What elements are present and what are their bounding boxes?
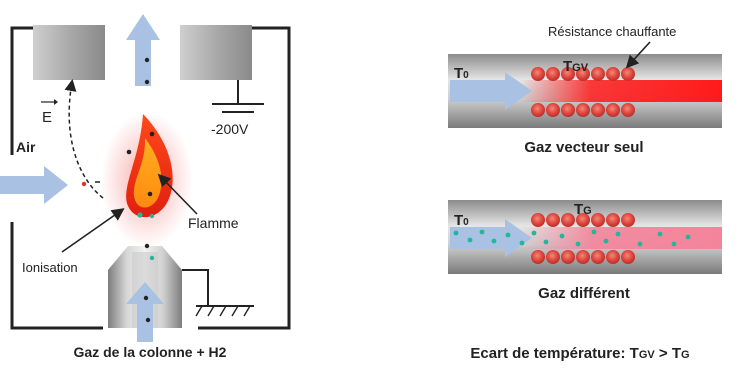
- column-gas-arrow: [126, 282, 164, 342]
- analyte-particles: [453, 229, 691, 247]
- left-caption: Gaz de la colonne + H2: [74, 344, 227, 360]
- t0-label-top: T0: [454, 65, 469, 82]
- ionisation-label: Ionisation: [22, 260, 78, 275]
- flame-icon: [101, 112, 193, 248]
- ground-icon: [182, 269, 254, 317]
- air-label: Air: [16, 139, 36, 155]
- flame-pointer: [157, 173, 198, 215]
- exhaust-arrow: [126, 14, 160, 86]
- heater-label: Résistance chauffante: [548, 24, 676, 39]
- heater-pointer: [625, 41, 651, 69]
- ion-trajectory: [64, 79, 104, 199]
- air-arrow: [0, 166, 68, 204]
- mixed-gas-stream: [520, 227, 722, 249]
- tcd-tube-mixture: T0 TG Gaz différent: [448, 200, 722, 302]
- top-caption: Gaz vecteur seul: [524, 139, 643, 156]
- flow-arrow: [450, 219, 532, 257]
- flow-arrow: [450, 72, 532, 110]
- tgv-label: TGV: [563, 58, 589, 75]
- vector-arrow-icon: [41, 99, 58, 105]
- t0-label-bottom: T0: [454, 212, 469, 229]
- hot-gas-stream: [520, 80, 722, 102]
- tcd-tube-carrier: Résistance chauffante T0 TGV Gaz vecteur: [448, 24, 722, 156]
- left-electrode: [33, 25, 105, 80]
- field-label: E: [42, 109, 52, 126]
- fid-detector: -200V E Air F: [0, 14, 291, 360]
- ionisation-pointer: [61, 208, 125, 253]
- flame-label: Flamme: [188, 215, 239, 231]
- voltage-supply-icon: [212, 80, 264, 113]
- tg-label: TG: [574, 201, 592, 218]
- right-electrode: [180, 25, 252, 80]
- temperature-formula: Ecart de température: TGV > TG: [470, 345, 689, 362]
- voltage-label: -200V: [211, 121, 249, 137]
- heater-coils: [531, 213, 635, 264]
- bottom-caption: Gaz différent: [538, 285, 630, 302]
- heater-coils: [531, 67, 635, 117]
